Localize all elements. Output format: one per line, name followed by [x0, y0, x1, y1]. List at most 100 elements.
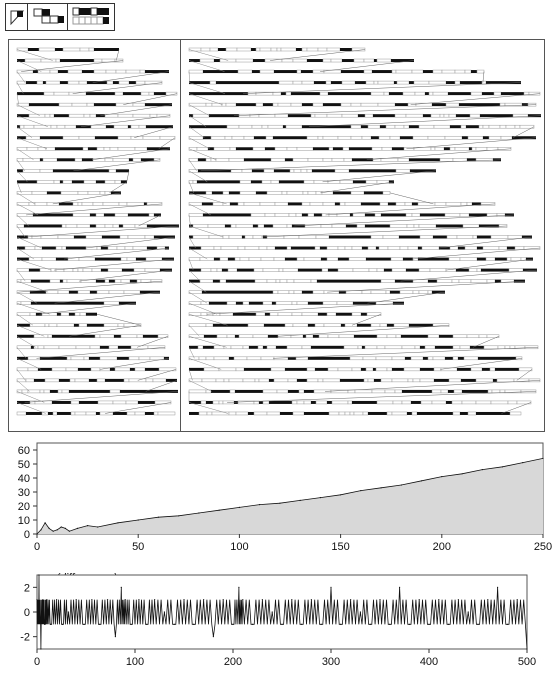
cell-black [342, 125, 351, 128]
cell-white [274, 258, 285, 261]
cell-white [220, 280, 226, 283]
cell-white [89, 48, 94, 51]
cell-white [208, 224, 225, 227]
cell-black [270, 291, 273, 294]
cell-white [431, 147, 435, 150]
cell-white [243, 379, 255, 382]
cell-white [105, 224, 113, 227]
cell-black [209, 114, 215, 117]
cell-white [499, 247, 507, 250]
cell-white [363, 412, 368, 415]
data-point [468, 611, 469, 612]
cell-white [78, 191, 88, 194]
cell-white [110, 390, 120, 393]
cell-white [326, 81, 331, 84]
cell-black [358, 114, 365, 117]
cell-white [211, 136, 225, 139]
cell-black [416, 236, 420, 239]
cell-black [522, 103, 528, 106]
cell-black [62, 213, 69, 216]
cell-white [17, 346, 31, 349]
cell-white [371, 236, 383, 239]
cell-black [420, 368, 434, 371]
data-point [279, 503, 280, 504]
cell-black [68, 158, 75, 161]
cell-black [146, 125, 155, 128]
cell-black [380, 125, 386, 128]
cell-black [362, 247, 368, 250]
cell-white [366, 368, 373, 371]
cell-white [510, 412, 521, 415]
cell-white [17, 213, 33, 216]
cell-white [340, 202, 345, 205]
cell-black [323, 81, 326, 84]
cell-black [67, 169, 78, 172]
cell-black [354, 335, 363, 338]
cell-white [371, 291, 386, 294]
cell-black [202, 202, 213, 205]
cell-white [17, 81, 26, 84]
cell-white [249, 258, 261, 261]
cell-black [495, 280, 501, 283]
cell-white [263, 269, 279, 272]
cell-white [473, 236, 477, 239]
cell-black [353, 147, 366, 150]
evolution-right-graphic [181, 40, 544, 431]
cell-white [106, 70, 116, 73]
cell-white [129, 357, 139, 360]
cell-white [500, 125, 506, 128]
cell-white [268, 125, 283, 128]
cell-white [494, 92, 501, 95]
cell-white [71, 401, 79, 404]
cell-white [17, 368, 28, 371]
cell-white [143, 136, 160, 139]
x-tick-label: 100 [126, 656, 144, 668]
cell-white [243, 302, 249, 305]
cell-black [435, 346, 442, 349]
cell-white [335, 169, 349, 172]
cell-white [482, 81, 486, 84]
cell-white [316, 236, 329, 239]
cell-white [229, 158, 244, 161]
cell-white [79, 81, 87, 84]
cell-white [429, 92, 433, 95]
cell-white [461, 125, 466, 128]
cell-black [96, 180, 105, 183]
cell-white [408, 247, 418, 250]
cell-black [363, 335, 377, 338]
cell-white [460, 213, 469, 216]
evolution-row [189, 158, 501, 161]
cell-white [462, 401, 476, 404]
evolution-row [189, 136, 536, 139]
evolution-row [17, 103, 172, 106]
cell-black [102, 236, 111, 239]
cell-black [227, 324, 235, 327]
cell-white [327, 258, 338, 261]
data-point [121, 587, 122, 588]
cell-black [274, 81, 279, 84]
data-point [38, 574, 39, 575]
cell-black [331, 81, 342, 84]
cell-white [484, 346, 498, 349]
cell-black [361, 368, 366, 371]
cell-white [69, 114, 84, 117]
cell-white [437, 280, 452, 283]
cell-white [71, 357, 84, 360]
cell-black [55, 147, 67, 150]
cell-black [417, 412, 426, 415]
cell-white [434, 125, 450, 128]
cell-black [113, 379, 124, 382]
cell-white [472, 147, 476, 150]
cell-black [228, 258, 235, 261]
cell-white [292, 313, 302, 316]
cell-black [33, 412, 42, 415]
cell-black [333, 92, 346, 95]
cell-black [480, 114, 488, 117]
cell-white [497, 213, 505, 216]
cell-black [29, 103, 43, 106]
cell-black [32, 269, 40, 272]
cell-black [224, 125, 227, 128]
cell-white [58, 390, 62, 393]
y-tick-label: 60 [18, 445, 30, 457]
cell-black [213, 280, 216, 283]
